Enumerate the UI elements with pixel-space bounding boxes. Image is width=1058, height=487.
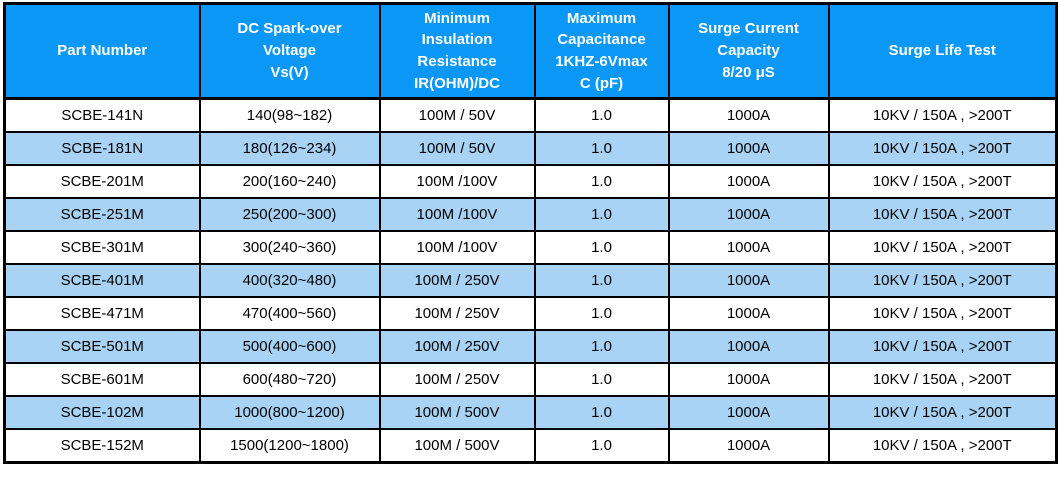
table-cell: 10KV / 150A , >200T — [827, 395, 1058, 430]
table-cell: 100M /100V — [378, 164, 536, 199]
table-cell: 100M /100V — [378, 197, 536, 232]
table-cell: 1.0 — [533, 97, 670, 133]
table-cell: 1000A — [667, 131, 830, 166]
table-cell: 100M / 250V — [378, 263, 536, 298]
table-cell: 1000A — [667, 263, 830, 298]
table-cell: SCBE-181N — [3, 131, 201, 166]
table-cell: 1000A — [667, 197, 830, 232]
table-cell: 1.0 — [533, 263, 670, 298]
table-cell: SCBE-401M — [3, 263, 201, 298]
header-max-capacitance: Maximum Capacitance 1KHZ-6Vmax C (pF) — [533, 2, 670, 100]
table-cell: 1.0 — [533, 164, 670, 199]
table-body: SCBE-141N 140(98~182) 100M / 50V 1.0 1000A 10… — [3, 97, 1058, 464]
table-cell: 100M /100V — [378, 230, 536, 265]
table-cell: 100M / 50V — [378, 131, 536, 166]
table-cell: 10KV / 150A , >200T — [827, 164, 1058, 199]
table-cell: 1.0 — [533, 329, 670, 364]
table-cell: 1.0 — [533, 428, 670, 464]
table-cell: 10KV / 150A , >200T — [827, 263, 1058, 298]
table-cell: 10KV / 150A , >200T — [827, 230, 1058, 265]
table-cell: SCBE-301M — [3, 230, 201, 265]
table-cell: SCBE-201M — [3, 164, 201, 199]
table-cell: 1000A — [667, 230, 830, 265]
table-row: SCBE-601M 600(480~720) 100M / 250V 1.0 1000A… — [3, 362, 1058, 397]
table-cell: 100M / 250V — [378, 362, 536, 397]
table-cell: SCBE-251M — [3, 197, 201, 232]
table-row: SCBE-301M 300(240~360) 100M /100V 1.0 1000A 1… — [3, 230, 1058, 265]
table-cell: 100M / 500V — [378, 428, 536, 464]
table-cell: 1000A — [667, 329, 830, 364]
table-cell: 1000(800~1200) — [198, 395, 381, 430]
table-cell: 100M / 50V — [378, 97, 536, 133]
table-cell: 250(200~300) — [198, 197, 381, 232]
table-cell: SCBE-152M — [3, 428, 201, 464]
table-row: SCBE-501M 500(400~600) 100M / 250V 1.0 1000A… — [3, 329, 1058, 364]
table-cell: 100M / 500V — [378, 395, 536, 430]
table-cell: 600(480~720) — [198, 362, 381, 397]
table-cell: 1.0 — [533, 395, 670, 430]
header-part-number: Part Number — [3, 2, 201, 100]
table-cell: 10KV / 150A , >200T — [827, 329, 1058, 364]
table-cell: 1.0 — [533, 362, 670, 397]
table-row: SCBE-471M 470(400~560) 100M / 250V 1.0 1000A… — [3, 296, 1058, 331]
table-cell: 10KV / 150A , >200T — [827, 131, 1058, 166]
table-row: SCBE-141N 140(98~182) 100M / 50V 1.0 1000A 10… — [3, 97, 1058, 133]
table-cell: 1000A — [667, 97, 830, 133]
table-cell: 1500(1200~1800) — [198, 428, 381, 464]
table-cell: 500(400~600) — [198, 329, 381, 364]
table-row: SCBE-152M 1500(1200~1800) 100M / 500V 1.0 10… — [3, 428, 1058, 464]
table-cell: 10KV / 150A , >200T — [827, 97, 1058, 133]
table-cell: 180(126~234) — [198, 131, 381, 166]
table-cell: 10KV / 150A , >200T — [827, 428, 1058, 464]
table-cell: SCBE-141N — [3, 97, 201, 133]
table-cell: 400(320~480) — [198, 263, 381, 298]
table-row: SCBE-102M 1000(800~1200) 100M / 500V 1.0 100… — [3, 395, 1058, 430]
table-row: SCBE-401M 400(320~480) 100M / 250V 1.0 1000A… — [3, 263, 1058, 298]
table-header-row: Part Number DC Spark-over Voltage Vs(V) … — [3, 2, 1058, 100]
table-cell: 10KV / 150A , >200T — [827, 362, 1058, 397]
table-cell: 1.0 — [533, 131, 670, 166]
table-cell: SCBE-471M — [3, 296, 201, 331]
table-cell: 10KV / 150A , >200T — [827, 296, 1058, 331]
table-cell: 1.0 — [533, 296, 670, 331]
header-spark-over-voltage: DC Spark-over Voltage Vs(V) — [198, 2, 381, 100]
table-cell: 1000A — [667, 164, 830, 199]
spec-table: Part Number DC Spark-over Voltage Vs(V) … — [3, 2, 1058, 464]
table-cell: 200(160~240) — [198, 164, 381, 199]
table-row: SCBE-201M 200(160~240) 100M /100V 1.0 1000A 1… — [3, 164, 1058, 199]
table-row: SCBE-181N 180(126~234) 100M / 50V 1.0 1000A 1… — [3, 131, 1058, 166]
table-cell: 1.0 — [533, 230, 670, 265]
table-cell: 1000A — [667, 362, 830, 397]
table-cell: SCBE-601M — [3, 362, 201, 397]
table-cell: 100M / 250V — [378, 329, 536, 364]
table-cell: 1000A — [667, 296, 830, 331]
header-insulation-resistance: Minimum Insulation Resistance IR(OHM)/DC — [378, 2, 536, 100]
table-cell: 1000A — [667, 428, 830, 464]
table-cell: 1.0 — [533, 197, 670, 232]
table-cell: 300(240~360) — [198, 230, 381, 265]
table-row: SCBE-251M 250(200~300) 100M /100V 1.0 1000A 1… — [3, 197, 1058, 232]
table-cell: 10KV / 150A , >200T — [827, 197, 1058, 232]
header-surge-life-test: Surge Life Test — [827, 2, 1058, 100]
table-cell: 1000A — [667, 395, 830, 430]
table-cell: SCBE-102M — [3, 395, 201, 430]
table-cell: 140(98~182) — [198, 97, 381, 133]
header-surge-current: Surge Current Capacity 8/20 μS — [667, 2, 830, 100]
table-cell: SCBE-501M — [3, 329, 201, 364]
table-cell: 100M / 250V — [378, 296, 536, 331]
table-cell: 470(400~560) — [198, 296, 381, 331]
